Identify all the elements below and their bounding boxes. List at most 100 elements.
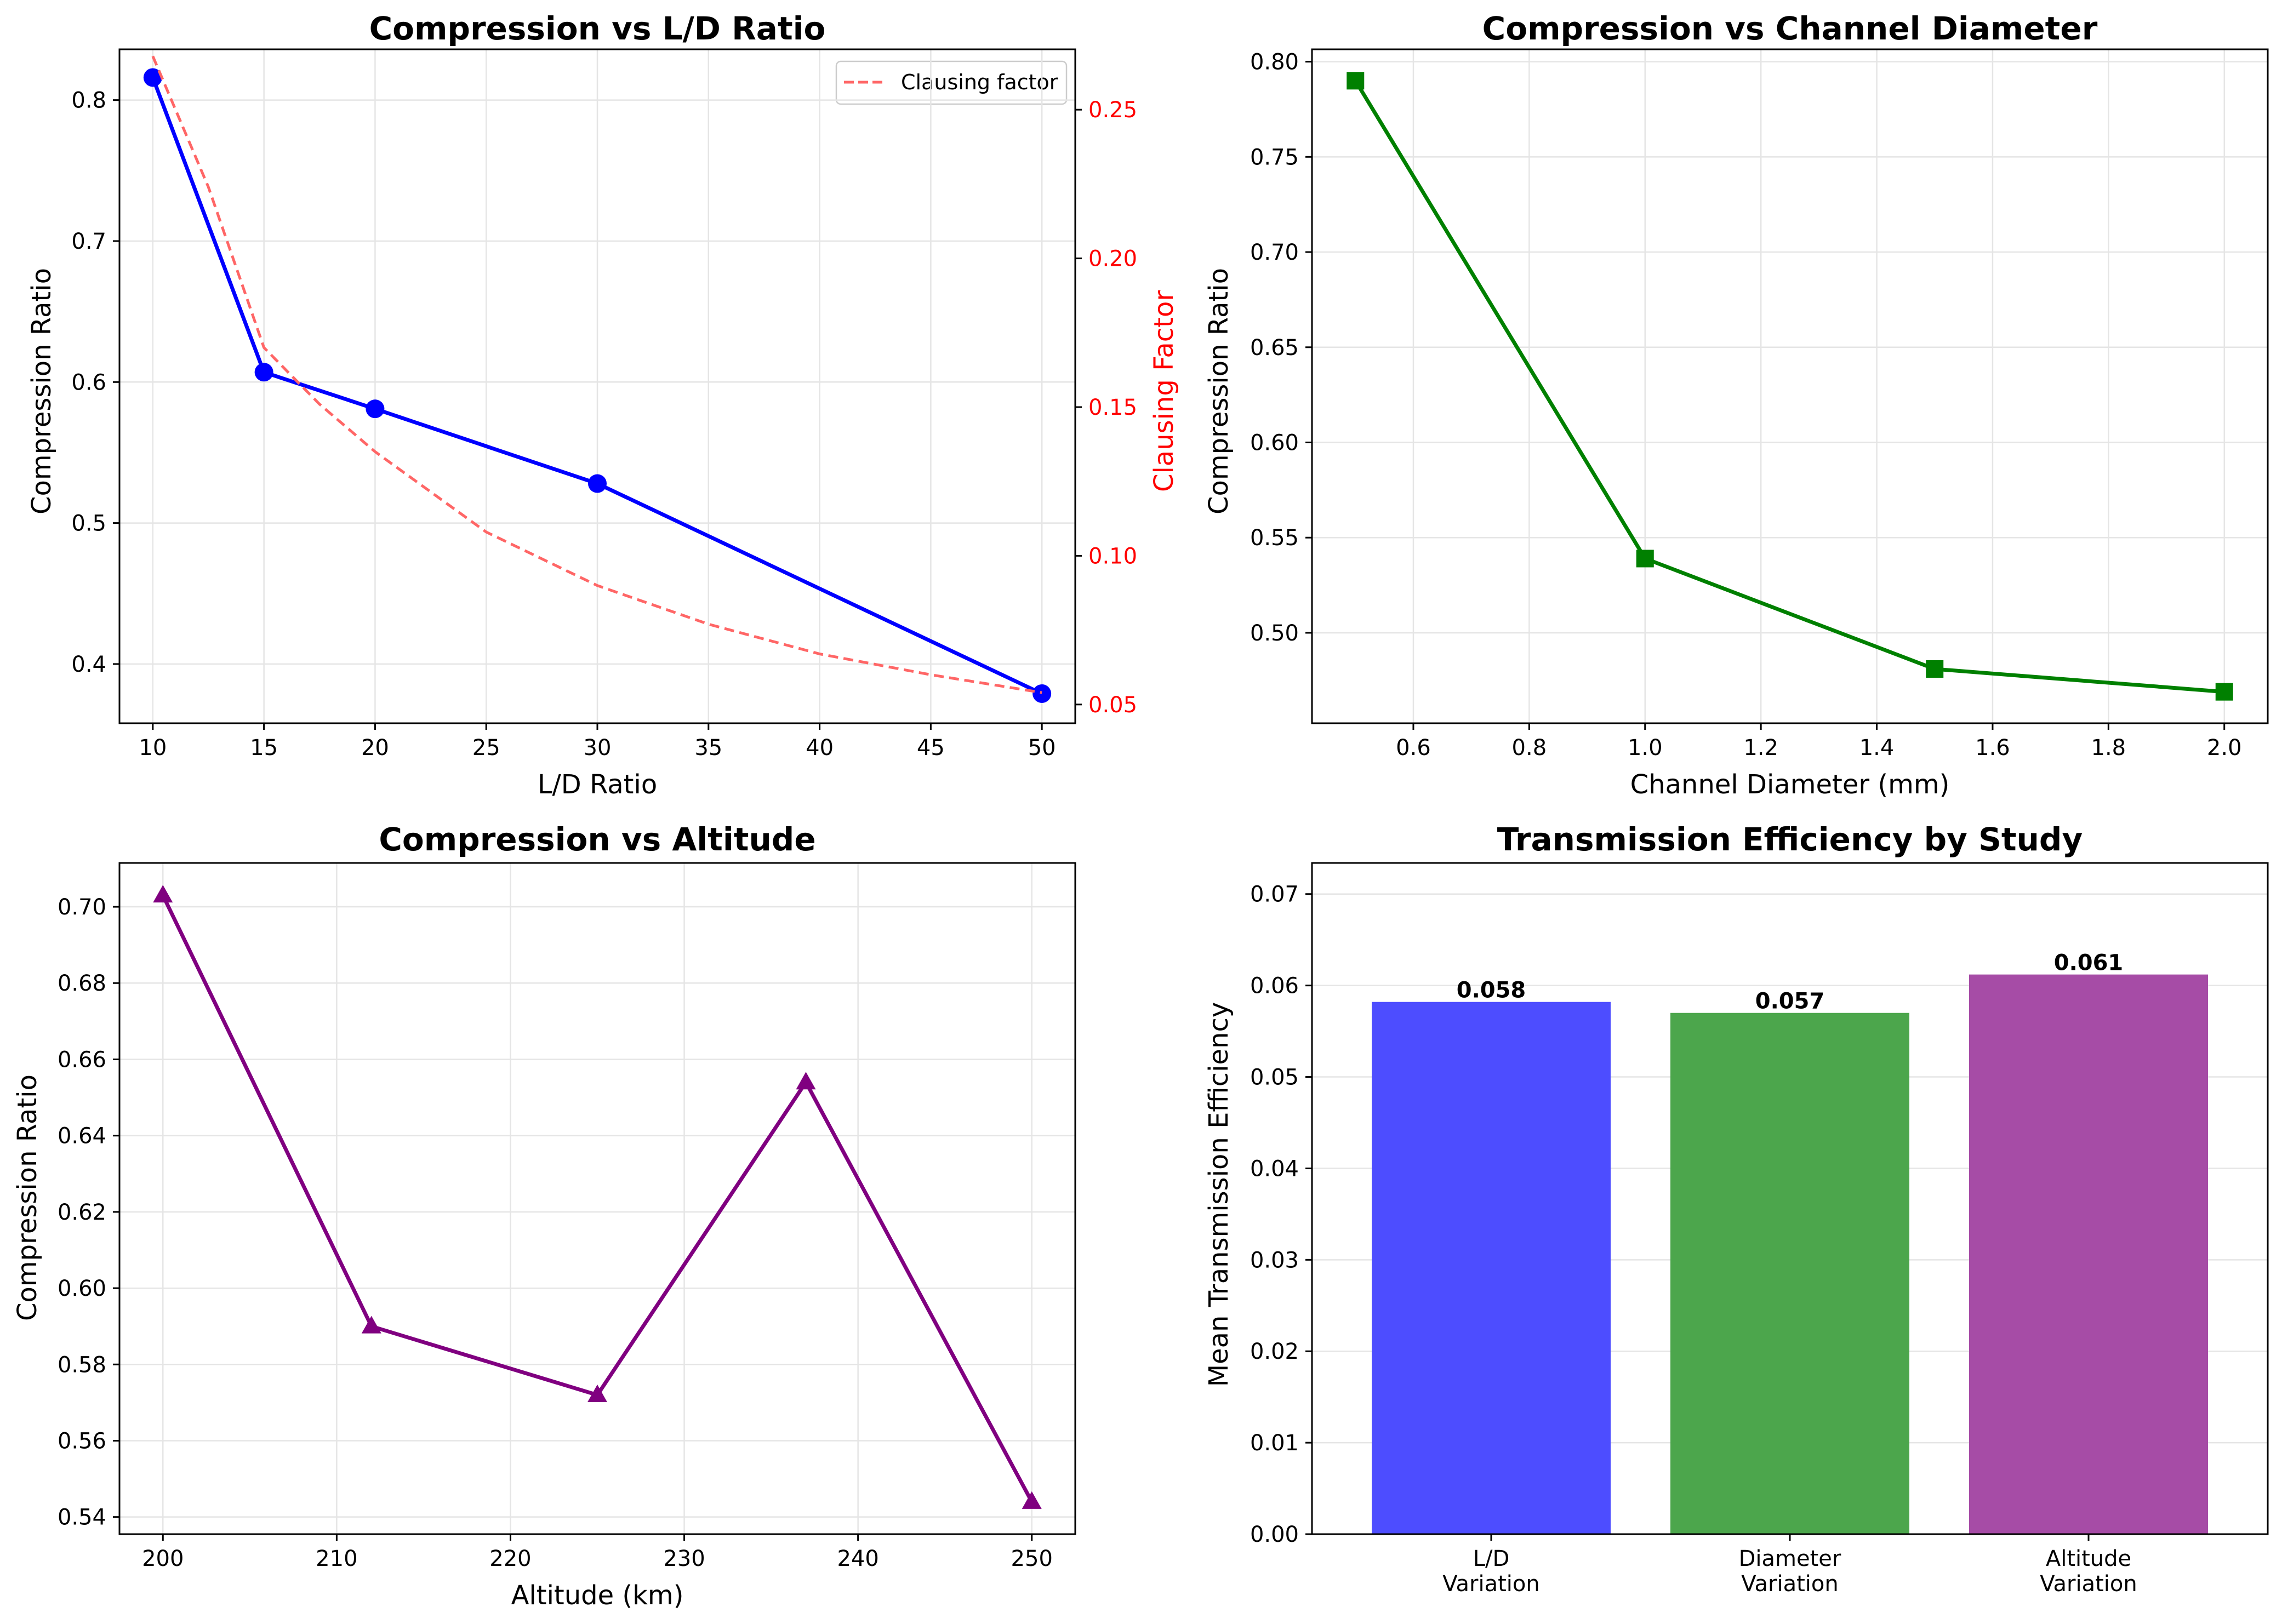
diameter-y-tick-label: 0.75 xyxy=(1250,145,1299,170)
ld-x-axis-label: L/D Ratio xyxy=(538,769,657,800)
altitude-axes-frame xyxy=(118,862,1076,1535)
altitude-x-tick-label: 240 xyxy=(837,1546,878,1571)
diameter-x-tick-label: 1.4 xyxy=(1859,735,1895,760)
ld-y-tick-label: 0.5 xyxy=(71,511,106,536)
altitude-plot-area xyxy=(153,885,1042,1509)
efficiency-category-label: L/D Variation xyxy=(1442,1546,1539,1597)
ld-y2-tick-label: 0.15 xyxy=(1088,395,1137,420)
efficiency-chart-title: Transmission Efficiency by Study xyxy=(1497,821,2083,858)
ld-y-tick-label: 0.4 xyxy=(71,652,106,677)
altitude-y-tick-label: 0.62 xyxy=(58,1200,106,1225)
efficiency-category-label-line: Variation xyxy=(1442,1571,1539,1597)
ld-x-tick-label: 20 xyxy=(361,735,389,760)
efficiency-y-axis-label: Mean Transmission Efficiency xyxy=(1203,1002,1234,1387)
altitude-y-tick-label: 0.70 xyxy=(58,895,106,920)
ld-ratio-panel: Compression vs L/D Ratio L/D Ratio Compr… xyxy=(26,10,1179,800)
diameter-x-tick-label: 1.2 xyxy=(1743,735,1778,760)
ld-legend-box xyxy=(835,60,1068,105)
efficiency-y-tick-label: 0.02 xyxy=(1250,1339,1299,1364)
diameter-y-tick-label: 0.70 xyxy=(1250,240,1299,265)
altitude-y-tick-label: 0.54 xyxy=(58,1505,106,1530)
altitude-grid xyxy=(119,863,1075,1534)
diameter-x-axis-label: Channel Diameter (mm) xyxy=(1630,769,1950,800)
diameter-axes-frame xyxy=(1311,48,2269,724)
efficiency-y-tick-label: 0.05 xyxy=(1250,1065,1299,1090)
efficiency-bar xyxy=(1670,1013,1909,1534)
ld-data-point xyxy=(366,399,385,419)
diameter-data-point xyxy=(2215,683,2233,701)
diameter-x-tick-label: 0.8 xyxy=(1512,735,1547,760)
diameter-x-tick-label: 1.6 xyxy=(1975,735,2010,760)
ld-x-tick-label: 30 xyxy=(584,735,612,760)
ld-y2-axis-label: Clausing Factor xyxy=(1149,290,1179,492)
ld-legend-label: Clausing factor xyxy=(901,70,1058,94)
efficiency-y-tick-label: 0.07 xyxy=(1250,882,1299,907)
diameter-y-tick-label: 0.80 xyxy=(1250,50,1299,75)
ld-y-axis-label: Compression Ratio xyxy=(26,268,57,514)
altitude-y-tick-label: 0.60 xyxy=(58,1276,106,1301)
ld-x-tick-label: 50 xyxy=(1028,735,1056,760)
efficiency-bar xyxy=(1372,1002,1611,1534)
altitude-x-axis-label: Altitude (km) xyxy=(511,1580,684,1611)
ld-chart-title: Compression vs L/D Ratio xyxy=(369,10,826,47)
ld-data-point xyxy=(1032,684,1052,703)
efficiency-category-label: Diameter Variation xyxy=(1739,1546,1841,1597)
diameter-plot-area xyxy=(1347,72,2233,701)
efficiency-axes-frame xyxy=(1311,862,2269,1535)
ld-y2-tick-label: 0.05 xyxy=(1088,693,1137,718)
diameter-series-line-1 xyxy=(1354,79,2224,694)
ld-data-point xyxy=(588,474,607,493)
ld-x-tick-label: 35 xyxy=(694,735,722,760)
altitude-data-point xyxy=(153,885,173,903)
diameter-y-tick-label: 0.60 xyxy=(1250,431,1299,456)
efficiency-panel: Transmission Efficiency by Study Mean Tr… xyxy=(1203,821,2269,1597)
ld-x-tick-label: 40 xyxy=(806,735,834,760)
altitude-data-point xyxy=(361,1316,381,1334)
altitude-data-point xyxy=(587,1384,607,1402)
efficiency-bar-value-label: 0.061 xyxy=(2054,951,2124,976)
diameter-chart-title: Compression vs Channel Diameter xyxy=(1482,10,2098,47)
efficiency-bar-value-label: 0.057 xyxy=(1755,989,1825,1014)
altitude-y-tick-label: 0.58 xyxy=(58,1352,106,1377)
altitude-x-tick-label: 210 xyxy=(316,1546,357,1571)
diameter-y-tick-label: 0.50 xyxy=(1250,621,1299,646)
ld-y2-tick-label: 0.25 xyxy=(1088,98,1137,123)
efficiency-y-tick-label: 0.04 xyxy=(1250,1156,1299,1181)
efficiency-category-label-line: Variation xyxy=(2040,1571,2137,1597)
ld-x-tick-label: 45 xyxy=(917,735,945,760)
efficiency-y-tick-label: 0.03 xyxy=(1250,1248,1299,1273)
ld-x-tick-label: 15 xyxy=(250,735,278,760)
altitude-y-tick-label: 0.64 xyxy=(58,1124,106,1149)
efficiency-category-label-line: Variation xyxy=(1741,1571,1838,1597)
ld-grid xyxy=(119,49,1075,723)
altitude-data-point xyxy=(1022,1491,1042,1509)
efficiency-y-tick-label: 0.00 xyxy=(1250,1522,1299,1547)
ld-y2-tick-label: 0.10 xyxy=(1088,544,1137,569)
altitude-y-tick-label: 0.66 xyxy=(58,1047,106,1072)
altitude-y-tick-label: 0.68 xyxy=(58,971,106,996)
altitude-x-tick-label: 250 xyxy=(1011,1546,1053,1571)
diameter-grid xyxy=(1312,49,2268,723)
diameter-panel: Compression vs Channel Diameter Channel … xyxy=(1203,10,2269,800)
diameter-y-tick-label: 0.55 xyxy=(1250,525,1299,551)
diameter-x-tick-label: 2.0 xyxy=(2207,735,2242,760)
altitude-panel: Compression vs Altitude Altitude (km) Co… xyxy=(12,821,1076,1611)
diameter-data-point xyxy=(1347,72,1365,90)
efficiency-bar-value-label: 0.058 xyxy=(1457,978,1526,1003)
diameter-y-axis-label: Compression Ratio xyxy=(1203,268,1234,514)
diameter-x-tick-label: 1.8 xyxy=(2091,735,2126,760)
ld-series-line-2 xyxy=(151,55,1042,694)
efficiency-plot-area: 0.058 0.057 0.061 xyxy=(1372,951,2208,1534)
altitude-chart-title: Compression vs Altitude xyxy=(379,821,815,858)
diameter-x-tick-label: 0.6 xyxy=(1396,735,1431,760)
efficiency-bar xyxy=(1969,974,2208,1534)
ld-y2-tick-label: 0.20 xyxy=(1088,247,1137,272)
ld-y-tick-label: 0.7 xyxy=(71,229,106,254)
efficiency-category-label-line: L/D xyxy=(1473,1546,1510,1571)
efficiency-y-tick-label: 0.06 xyxy=(1250,974,1299,999)
altitude-y-axis-label: Compression Ratio xyxy=(12,1074,43,1321)
ld-axes: 10 15 20 25 30 35 40 45 50 0.4 0.5 0.6 0.7 0.8 0.05 0.1… xyxy=(71,48,1137,760)
